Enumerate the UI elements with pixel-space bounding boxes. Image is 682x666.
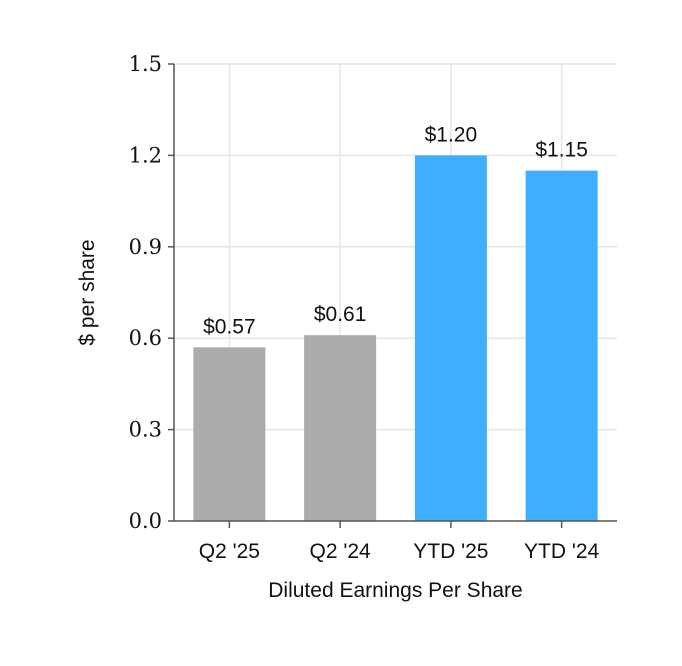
axes <box>173 64 617 522</box>
x-tick-labels: Q2 '25 Q2 '24 YTD '25 YTD '24 <box>199 521 600 563</box>
y-tick-label: 0.6 <box>129 326 162 350</box>
y-tick-label: 1.2 <box>129 143 162 167</box>
x-tick-label: YTD '25 <box>413 540 488 563</box>
bar-data-label: $0.57 <box>203 315 256 338</box>
x-axis-title: Diluted Earnings Per Share <box>268 579 522 602</box>
bar <box>414 155 487 521</box>
y-axis-title: $ per share <box>76 239 99 345</box>
bar <box>193 347 266 521</box>
x-tick-label: Q2 '24 <box>310 540 372 563</box>
bar-data-label: $0.61 <box>314 303 367 326</box>
y-tick-labels: 0.0 0.3 0.6 0.9 1.2 1.5 <box>129 52 174 533</box>
bar <box>304 335 377 521</box>
y-tick-label: 0.0 <box>129 509 162 533</box>
y-tick-label: 1.5 <box>129 52 162 76</box>
bar-data-labels: $0.57 $0.61 $1.20 $1.15 <box>203 123 588 338</box>
y-tick-label: 0.3 <box>129 418 162 442</box>
y-tick-label: 0.9 <box>129 235 162 259</box>
x-tick-label: Q2 '25 <box>199 540 260 563</box>
bars <box>193 155 598 521</box>
x-tick-label: YTD '24 <box>524 540 600 563</box>
bar-data-label: $1.15 <box>535 139 588 162</box>
bar <box>525 170 598 521</box>
bar-data-label: $1.20 <box>425 123 478 146</box>
